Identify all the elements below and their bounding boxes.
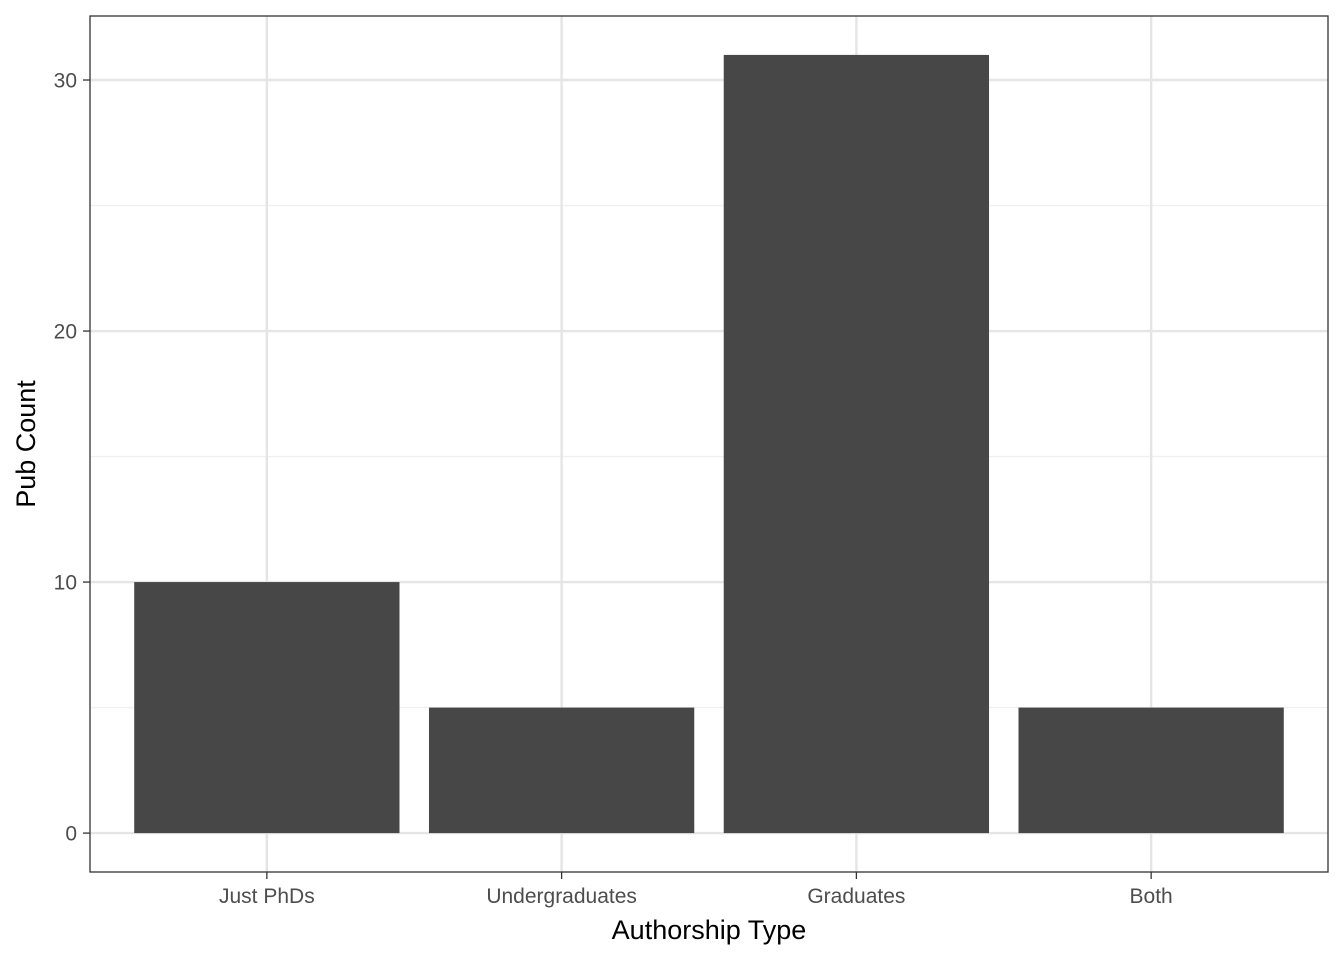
x-tick-label: Both bbox=[1130, 885, 1173, 908]
x-tick-label: Just PhDs bbox=[219, 885, 315, 908]
bars bbox=[134, 54, 1284, 834]
x-tick-label: Graduates bbox=[807, 885, 905, 908]
panel-border bbox=[89, 15, 1329, 873]
bar-undergraduates bbox=[428, 707, 695, 834]
bar-just-phds bbox=[134, 582, 400, 834]
y-tick-label: 10 bbox=[54, 572, 77, 595]
y-axis: 0 10 20 30 bbox=[54, 70, 90, 846]
x-tick-label: Undergraduates bbox=[486, 885, 637, 908]
x-axis: Just PhDs Undergraduates Graduates Both bbox=[219, 872, 1173, 908]
bar-graduates bbox=[723, 54, 990, 834]
y-tick-label: 30 bbox=[54, 70, 77, 93]
x-axis-title: Authorship Type bbox=[612, 915, 807, 945]
bar-both bbox=[1018, 707, 1284, 834]
y-tick-label: 20 bbox=[54, 321, 77, 344]
y-tick-label: 0 bbox=[65, 823, 77, 846]
y-axis-title: Pub Count bbox=[11, 380, 41, 508]
